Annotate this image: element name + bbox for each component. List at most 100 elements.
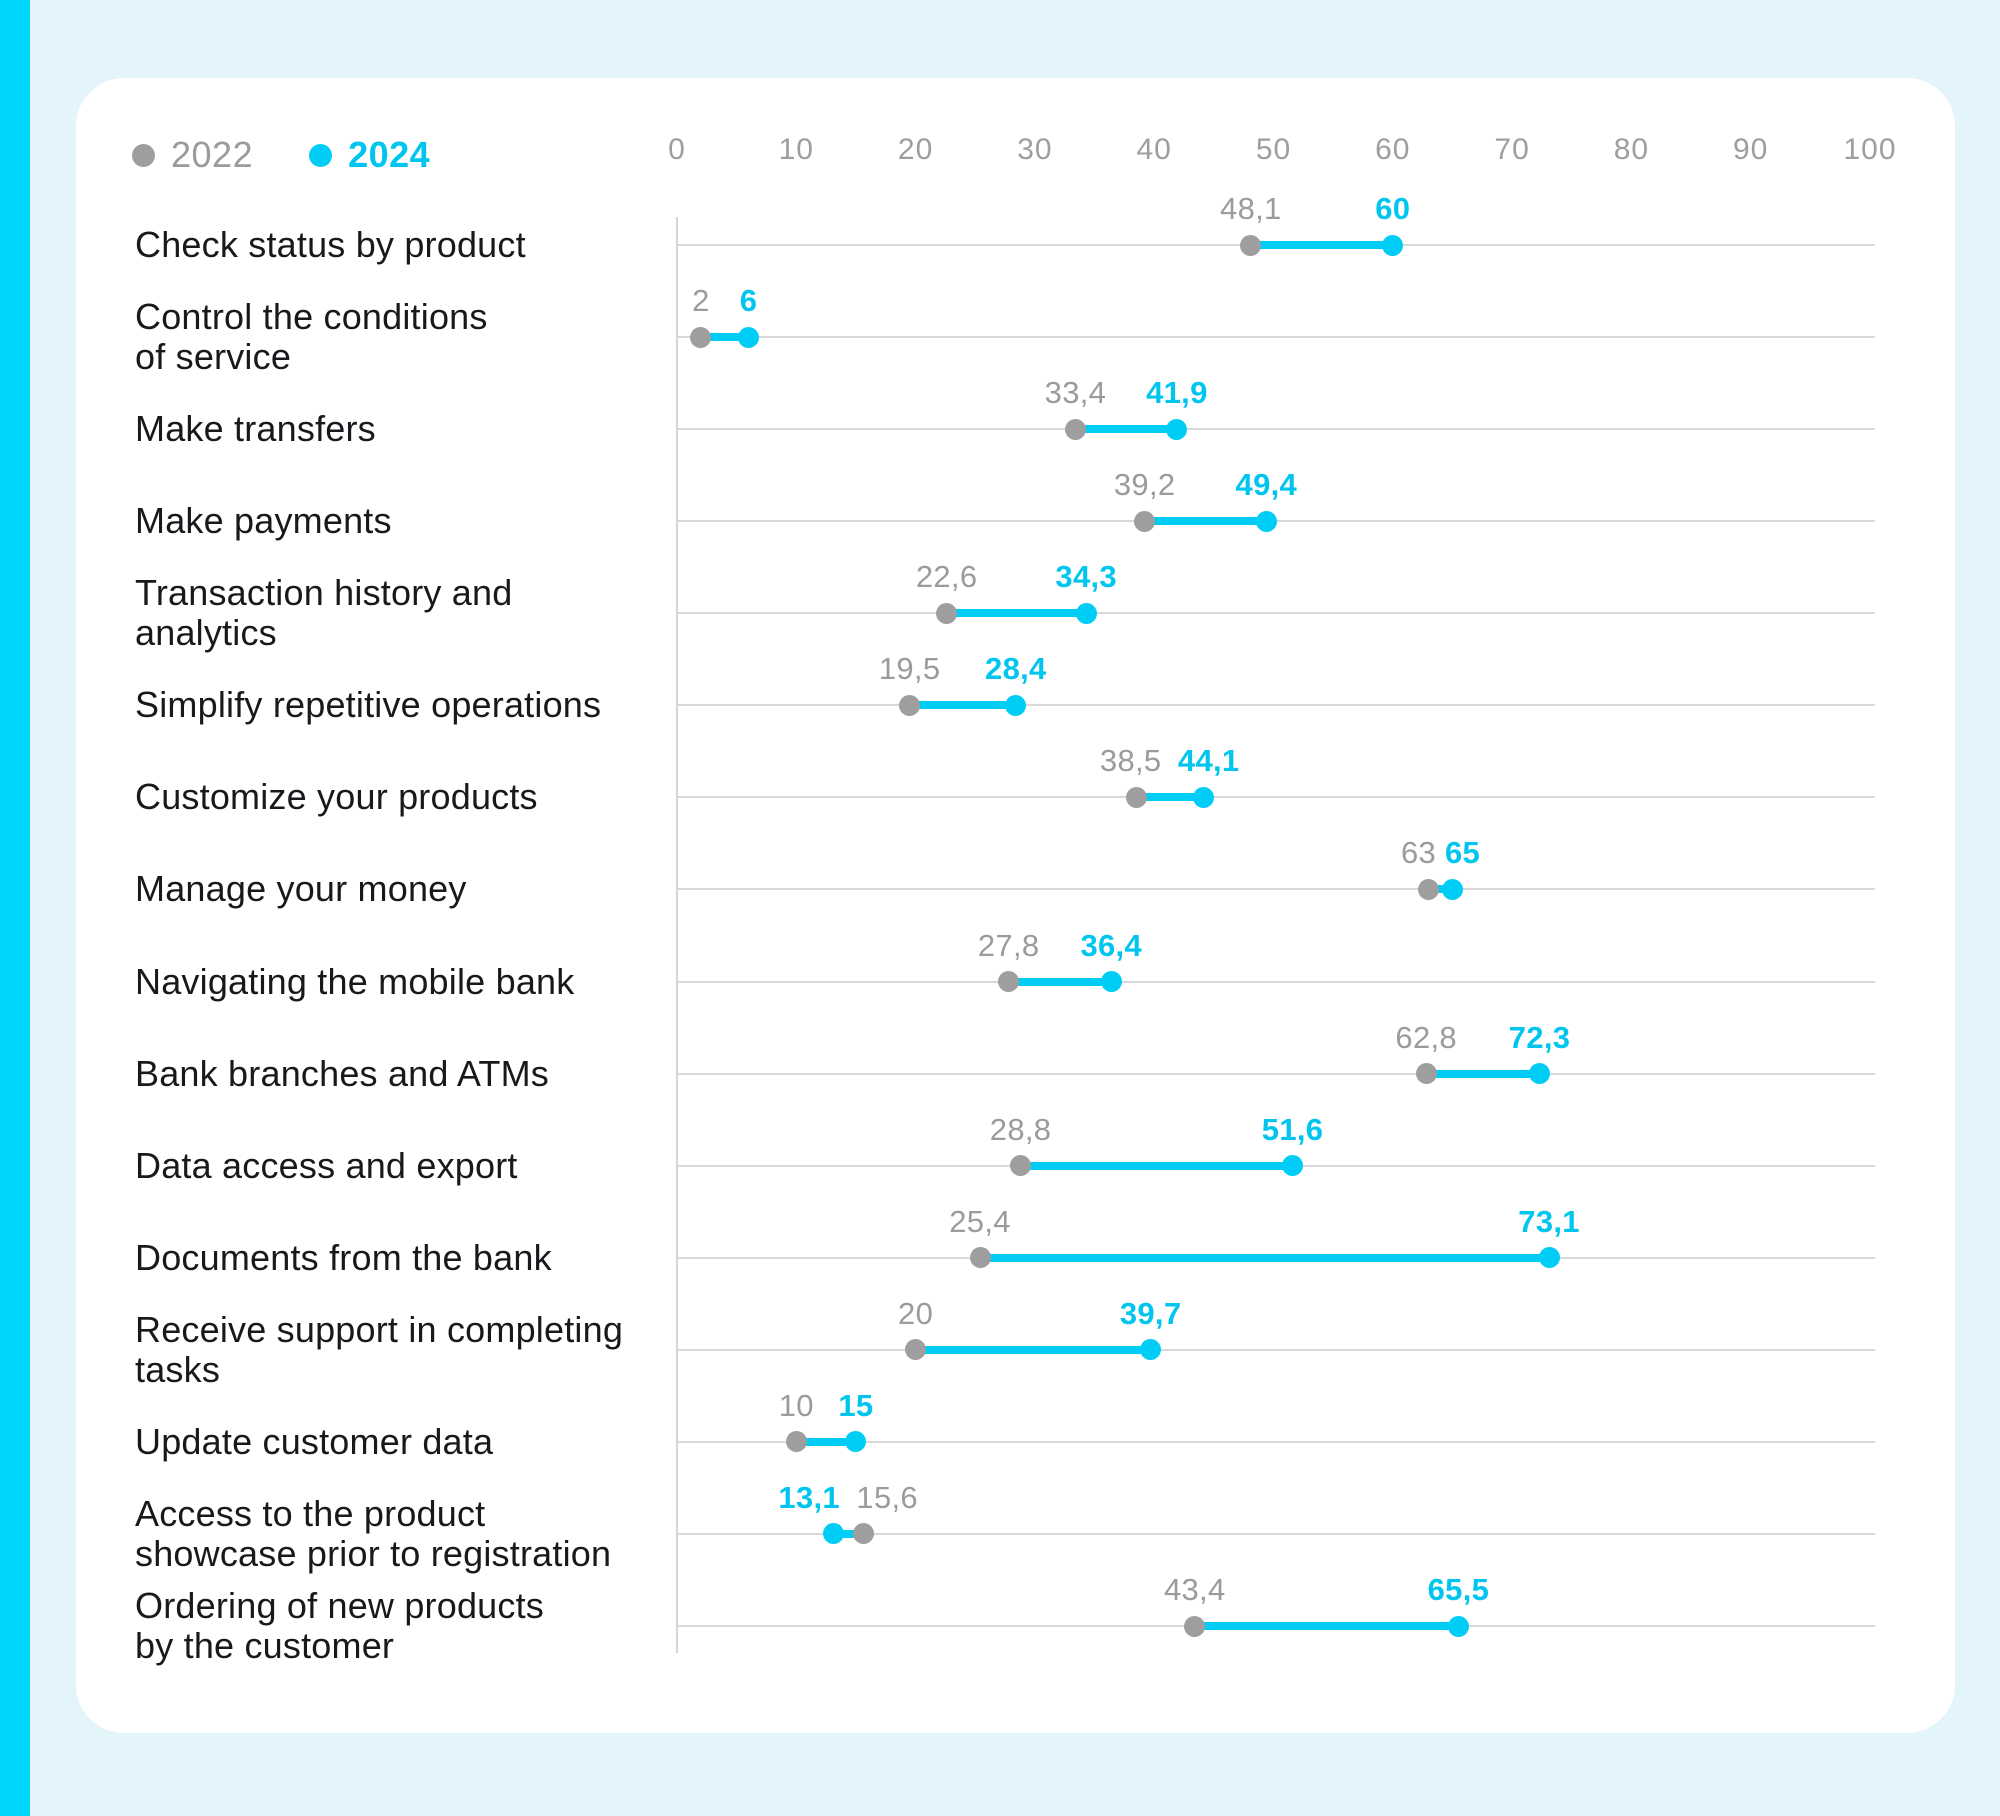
value-label-2022: 25,4 bbox=[949, 1203, 1011, 1239]
category-label-line: Check status by product bbox=[135, 224, 526, 265]
value-label-2024: 72,3 bbox=[1508, 1019, 1571, 1055]
value-label-2022: 48,1 bbox=[1220, 191, 1282, 226]
legend-label-2024: 2024 bbox=[348, 134, 431, 175]
legend-dot-2022 bbox=[132, 143, 155, 167]
dot-2024 bbox=[1075, 602, 1097, 624]
value-label-2022: 43,4 bbox=[1163, 1572, 1226, 1608]
dot-2022 bbox=[1010, 1155, 1032, 1177]
value-label-2024: 49,4 bbox=[1235, 467, 1298, 503]
row-gridline bbox=[677, 888, 1875, 891]
category-label-line: Control the conditions bbox=[135, 296, 488, 338]
category-label: Simplify repetitive operations bbox=[135, 685, 601, 725]
dumbbell-connector bbox=[1428, 885, 1453, 894]
category-label: Manage your money bbox=[135, 869, 467, 909]
category-label-line: Simplify repetitive operations bbox=[135, 684, 602, 726]
category-label: Ordering of new products by the customer bbox=[135, 1586, 544, 1666]
dumbbell-connector bbox=[909, 701, 1016, 710]
legend-dot-2024 bbox=[309, 143, 333, 167]
category-label-line: tasks bbox=[135, 1348, 221, 1390]
value-label-2022: 28,8 bbox=[989, 1111, 1052, 1147]
dot-2024 bbox=[1529, 1063, 1551, 1085]
dumbbell-connector bbox=[980, 1253, 1550, 1262]
value-label-2022: 22,6 bbox=[915, 559, 978, 595]
category-label: Make payments bbox=[135, 501, 392, 541]
value-label-2022: 15,6 bbox=[856, 1479, 918, 1515]
dot-2022 bbox=[1415, 1063, 1437, 1085]
x-axis-tick: 100 bbox=[1843, 133, 1897, 166]
x-axis-tick: 60 bbox=[1375, 133, 1411, 166]
x-axis-tick: 50 bbox=[1255, 133, 1292, 166]
category-label-line: of service bbox=[135, 336, 292, 378]
category-label: Data access and export bbox=[135, 1144, 518, 1186]
value-label-2024: 28,4 bbox=[985, 651, 1047, 687]
dumbbell-connector bbox=[1250, 241, 1393, 249]
x-axis-tick: 20 bbox=[897, 133, 934, 166]
row-gridline bbox=[677, 704, 1875, 707]
row-gridline bbox=[677, 796, 1875, 799]
value-label-2024: 13,1 bbox=[778, 1479, 840, 1515]
value-label-2024: 73,1 bbox=[1518, 1203, 1580, 1239]
row-gridline bbox=[677, 980, 1875, 983]
dot-2024 bbox=[1441, 878, 1463, 900]
category-label-line: Access to the product bbox=[135, 1492, 486, 1534]
dot-2022 bbox=[1240, 234, 1262, 256]
plot-area: 0 10 20 30 40 50 60 70 80 90 100 Check status by pr… bbox=[76, 78, 1955, 1733]
category-label-line: Update customer data bbox=[135, 1420, 494, 1462]
dumbbell-connector bbox=[1020, 1161, 1293, 1170]
value-label-2022: 33,4 bbox=[1044, 375, 1107, 411]
row-gridline bbox=[677, 1532, 1875, 1535]
category-label-line: Data access and export bbox=[135, 1144, 518, 1186]
value-label-2024: 65 bbox=[1444, 835, 1481, 871]
row-gridline bbox=[677, 336, 1875, 339]
dot-2024 bbox=[1140, 1339, 1162, 1361]
dot-2022 bbox=[969, 1247, 991, 1269]
value-label-2022: 2 bbox=[692, 283, 710, 319]
category-label-line: Documents from the bank bbox=[135, 1236, 552, 1278]
dot-2024 bbox=[1005, 694, 1027, 716]
value-label-2024: 39,7 bbox=[1119, 1295, 1182, 1331]
dot-2024 bbox=[1382, 234, 1404, 256]
dot-2022 bbox=[998, 971, 1020, 993]
category-label: Customize your products bbox=[135, 777, 538, 817]
dot-2022 bbox=[785, 1431, 807, 1453]
dot-2022 bbox=[1134, 510, 1156, 532]
category-label: Transaction history and analytics bbox=[135, 573, 512, 653]
row-gridline bbox=[677, 1440, 1875, 1443]
value-label-2024: 51,6 bbox=[1261, 1111, 1324, 1147]
value-label-2022: 63 bbox=[1400, 835, 1437, 871]
dot-2022 bbox=[905, 1339, 927, 1361]
x-axis-tick: 30 bbox=[1017, 133, 1053, 166]
value-label-2022: 62,8 bbox=[1395, 1019, 1457, 1055]
value-label-2022: 27,8 bbox=[977, 927, 1040, 963]
x-axis-tick: 80 bbox=[1613, 133, 1650, 166]
dumbbell-connector bbox=[946, 609, 1087, 618]
x-axis-tick: 70 bbox=[1494, 133, 1530, 166]
category-label-line: Manage your money bbox=[135, 868, 467, 910]
value-label-2024: 6 bbox=[739, 283, 758, 319]
dot-2024 bbox=[1538, 1247, 1560, 1269]
row-gridline bbox=[677, 1348, 1875, 1351]
dot-2024 bbox=[1166, 418, 1188, 440]
category-label: Check status by product bbox=[135, 225, 526, 265]
dot-2024 bbox=[845, 1431, 867, 1453]
dot-2024 bbox=[1100, 971, 1122, 993]
category-label-line: Ordering of new products bbox=[135, 1585, 545, 1627]
dot-2022 bbox=[1064, 418, 1086, 440]
category-label-line: Customize your products bbox=[135, 776, 538, 818]
dot-2022 bbox=[936, 602, 958, 624]
x-axis-tick: 10 bbox=[778, 133, 814, 166]
value-label-2024: 15 bbox=[838, 1387, 874, 1423]
category-label: Update customer data bbox=[135, 1420, 494, 1462]
value-label-2022: 20 bbox=[898, 1295, 934, 1331]
dumbbell-connector bbox=[796, 1437, 856, 1446]
category-label-line: by the customer bbox=[135, 1625, 395, 1667]
value-label-2022: 19,5 bbox=[878, 651, 941, 687]
legend: 2022 2024 bbox=[132, 134, 430, 176]
category-label: Receive support in completing tasks bbox=[135, 1309, 623, 1390]
y-axis-line bbox=[676, 217, 678, 1654]
x-axis-tick: 0 bbox=[668, 133, 686, 166]
dot-2022 bbox=[852, 1523, 874, 1545]
row-gridline bbox=[677, 428, 1875, 431]
legend-label-2022: 2022 bbox=[171, 134, 254, 175]
dumbbell-connector bbox=[1194, 1622, 1459, 1631]
